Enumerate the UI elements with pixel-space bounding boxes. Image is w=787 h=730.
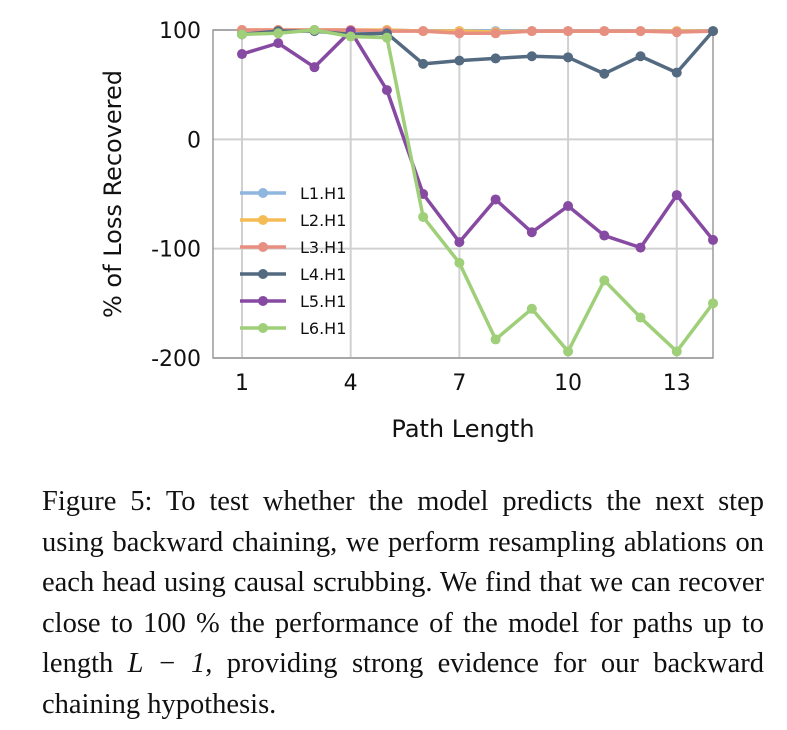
caption-math: L − 1 <box>127 648 206 679</box>
x-tick-label: 7 <box>452 371 466 396</box>
y-tick-labels: -200 -100 0 100 <box>151 19 201 372</box>
data-point <box>708 298 718 309</box>
legend-swatch-marker <box>258 269 268 279</box>
legend-item: L2.H1 <box>240 211 346 230</box>
series-l5-h1 <box>236 26 718 253</box>
legend-swatch-marker <box>258 323 268 333</box>
data-point <box>599 26 610 37</box>
data-point <box>563 346 574 357</box>
legend-label: L4.H1 <box>300 265 346 284</box>
data-point <box>599 275 610 286</box>
legend-item: L6.H1 <box>240 319 346 338</box>
data-point <box>599 230 610 241</box>
data-point <box>309 25 320 35</box>
data-point <box>309 62 320 73</box>
data-point <box>490 334 501 345</box>
data-point <box>526 303 537 314</box>
data-point <box>454 257 465 268</box>
data-point <box>490 53 501 64</box>
series-l6-h1 <box>236 25 718 357</box>
legend-swatch-marker <box>258 215 268 225</box>
data-point <box>381 32 392 43</box>
data-point <box>635 51 646 62</box>
y-tick-label: -200 <box>151 347 201 372</box>
x-tick-label: 4 <box>344 371 358 396</box>
x-tick-label: 10 <box>554 371 582 396</box>
series-line <box>240 28 715 354</box>
data-point <box>381 85 392 96</box>
data-point <box>671 27 682 38</box>
x-tick-label: 13 <box>663 371 691 396</box>
data-point <box>418 58 429 69</box>
legend-item: L4.H1 <box>240 265 346 284</box>
caption-text: Figure 5: To test whether the model pred… <box>42 486 764 679</box>
data-point <box>635 242 646 253</box>
data-point <box>708 26 718 37</box>
legend-label: L6.H1 <box>300 319 346 338</box>
series <box>236 25 718 357</box>
data-point <box>418 211 429 222</box>
y-axis-title: % of Loss Recovered <box>99 70 127 318</box>
legend-swatch-marker <box>258 188 268 198</box>
data-point <box>563 26 574 37</box>
data-point <box>345 31 356 42</box>
data-point <box>418 26 429 37</box>
data-point <box>454 237 465 248</box>
y-tick-label: -100 <box>151 238 201 263</box>
data-point <box>526 26 537 37</box>
series-line <box>240 29 715 250</box>
data-point <box>490 28 501 39</box>
data-point <box>454 55 465 66</box>
legend-item: L5.H1 <box>240 292 346 311</box>
legend-label: L3.H1 <box>300 238 346 257</box>
legend-label: L5.H1 <box>300 292 346 311</box>
data-point <box>635 26 646 37</box>
line-chart: 1 4 7 10 13 -200 -100 0 100 Path Length % of Lo… <box>99 19 718 443</box>
data-point <box>526 51 537 62</box>
data-point <box>671 346 682 357</box>
data-point <box>236 49 247 60</box>
data-point <box>273 38 284 49</box>
data-point <box>490 194 501 205</box>
figure-caption: Figure 5: To test whether the model pred… <box>42 482 764 725</box>
y-tick-label: 0 <box>187 128 201 153</box>
data-point <box>671 190 682 201</box>
legend-item: L3.H1 <box>240 238 346 257</box>
data-point <box>273 28 284 39</box>
caption-text-after: , providing strong evidence for our back… <box>42 648 764 720</box>
data-point <box>454 28 465 39</box>
data-point <box>526 227 537 238</box>
grid <box>213 29 713 359</box>
data-point <box>236 29 247 40</box>
x-tick-label: 1 <box>235 371 249 396</box>
legend: L1.H1 L2.H1 L3.H1 L4.H1 L5.H1 L6.H1 <box>240 184 346 338</box>
x-tick-labels: 1 4 7 10 13 <box>235 371 691 396</box>
axes <box>212 29 714 359</box>
legend-label: L2.H1 <box>300 211 346 230</box>
legend-swatch-marker <box>258 242 268 252</box>
data-point <box>708 234 718 245</box>
legend-label: L1.H1 <box>300 184 346 203</box>
data-point <box>563 52 574 63</box>
data-point <box>671 67 682 78</box>
data-point <box>599 68 610 79</box>
data-point <box>563 201 574 212</box>
plot-frame <box>212 29 714 359</box>
data-point <box>635 312 646 323</box>
y-tick-label: 100 <box>159 19 201 44</box>
x-axis-title: Path Length <box>391 415 534 443</box>
legend-swatch-marker <box>258 296 268 306</box>
legend-item: L1.H1 <box>240 184 346 203</box>
